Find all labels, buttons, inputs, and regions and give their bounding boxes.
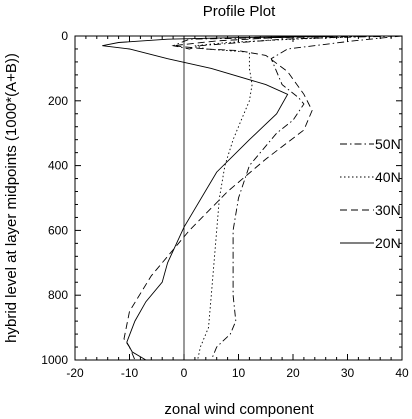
- legend-label: 30N: [375, 202, 401, 218]
- series-line-30n: [123, 35, 348, 361]
- x-tick-label: 10: [232, 366, 246, 380]
- x-tick-label: 20: [286, 366, 300, 380]
- y-tick-label: 400: [48, 159, 68, 173]
- series-line-50n: [171, 35, 403, 361]
- y-tick-label: 600: [48, 223, 68, 237]
- y-tick-label: 800: [48, 288, 68, 302]
- legend-label: 40N: [375, 169, 401, 185]
- x-tick-label: 30: [341, 366, 355, 380]
- legend: 50N 40N 30N 20N: [340, 136, 401, 251]
- legend-label: 20N: [375, 235, 401, 251]
- x-tick-label: 0: [181, 366, 188, 380]
- series-group: [102, 35, 403, 361]
- x-tick-label: -20: [66, 366, 84, 380]
- series-line-20n: [102, 35, 348, 361]
- legend-label: 50N: [375, 136, 401, 152]
- x-axis-ticks: -20 -10 0 10 20 30 40: [66, 36, 409, 380]
- y-tick-label: 1000: [41, 353, 68, 367]
- x-tick-label: -10: [121, 366, 139, 380]
- x-tick-label: 40: [395, 366, 409, 380]
- x-axis-label: zonal wind component: [164, 401, 314, 418]
- series-line-40n: [194, 35, 375, 361]
- y-axis-label: hybrid level at layer midpoints (1000*(A…: [3, 53, 20, 343]
- chart-title: Profile Plot: [203, 3, 276, 20]
- y-tick-label: 200: [48, 94, 68, 108]
- y-tick-label: 0: [61, 29, 68, 43]
- y-axis-ticks: 0 200 400 600 800 1000: [41, 29, 402, 367]
